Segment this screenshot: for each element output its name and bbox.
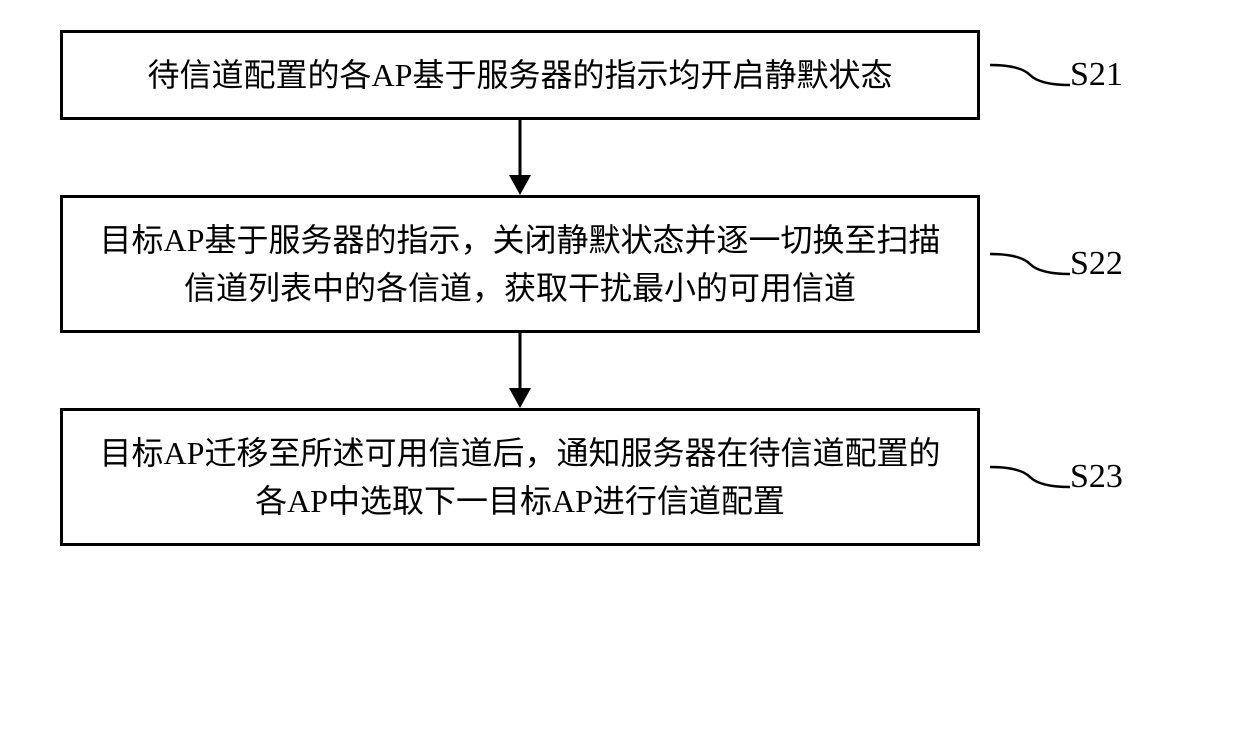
step-row-s23: 目标AP迁移至所述可用信道后，通知服务器在待信道配置的各AP中选取下一目标AP进… (60, 408, 1180, 546)
label-container-s21: S21 (990, 55, 1123, 95)
arrow-icon-2 (495, 333, 545, 408)
step-box-container-s21: 待信道配置的各AP基于服务器的指示均开启静默状态 (60, 30, 980, 120)
step-row-s22: 目标AP基于服务器的指示，关闭静默状态并逐一切换至扫描信道列表中的各信道，获取干… (60, 195, 1180, 333)
step-label-s22: S22 (1070, 245, 1123, 283)
label-container-s22: S22 (990, 244, 1123, 284)
step-text-s22: 目标AP基于服务器的指示，关闭静默状态并逐一切换至扫描信道列表中的各信道，获取干… (100, 222, 941, 306)
curve-connector-s22 (990, 244, 1070, 284)
step-text-s23: 目标AP迁移至所述可用信道后，通知服务器在待信道配置的各AP中选取下一目标AP进… (100, 435, 941, 519)
step-box-container-s22: 目标AP基于服务器的指示，关闭静默状态并逐一切换至扫描信道列表中的各信道，获取干… (60, 195, 980, 333)
arrow-icon-1 (495, 120, 545, 195)
curve-connector-s21 (990, 55, 1070, 95)
step-text-s21: 待信道配置的各AP基于服务器的指示均开启静默状态 (148, 57, 893, 93)
step-row-s21: 待信道配置的各AP基于服务器的指示均开启静默状态 S21 (60, 30, 1180, 120)
step-box-s23: 目标AP迁移至所述可用信道后，通知服务器在待信道配置的各AP中选取下一目标AP进… (60, 408, 980, 546)
step-box-container-s23: 目标AP迁移至所述可用信道后，通知服务器在待信道配置的各AP中选取下一目标AP进… (60, 408, 980, 546)
step-label-s21: S21 (1070, 56, 1123, 94)
step-box-s22: 目标AP基于服务器的指示，关闭静默状态并逐一切换至扫描信道列表中的各信道，获取干… (60, 195, 980, 333)
arrow-container-2 (60, 333, 980, 408)
arrow-container-1 (60, 120, 980, 195)
flowchart-container: 待信道配置的各AP基于服务器的指示均开启静默状态 S21 目标AP基于服务器的指… (60, 30, 1180, 546)
label-container-s23: S23 (990, 457, 1123, 497)
step-box-s21: 待信道配置的各AP基于服务器的指示均开启静默状态 (60, 30, 980, 120)
step-label-s23: S23 (1070, 458, 1123, 496)
curve-connector-s23 (990, 457, 1070, 497)
